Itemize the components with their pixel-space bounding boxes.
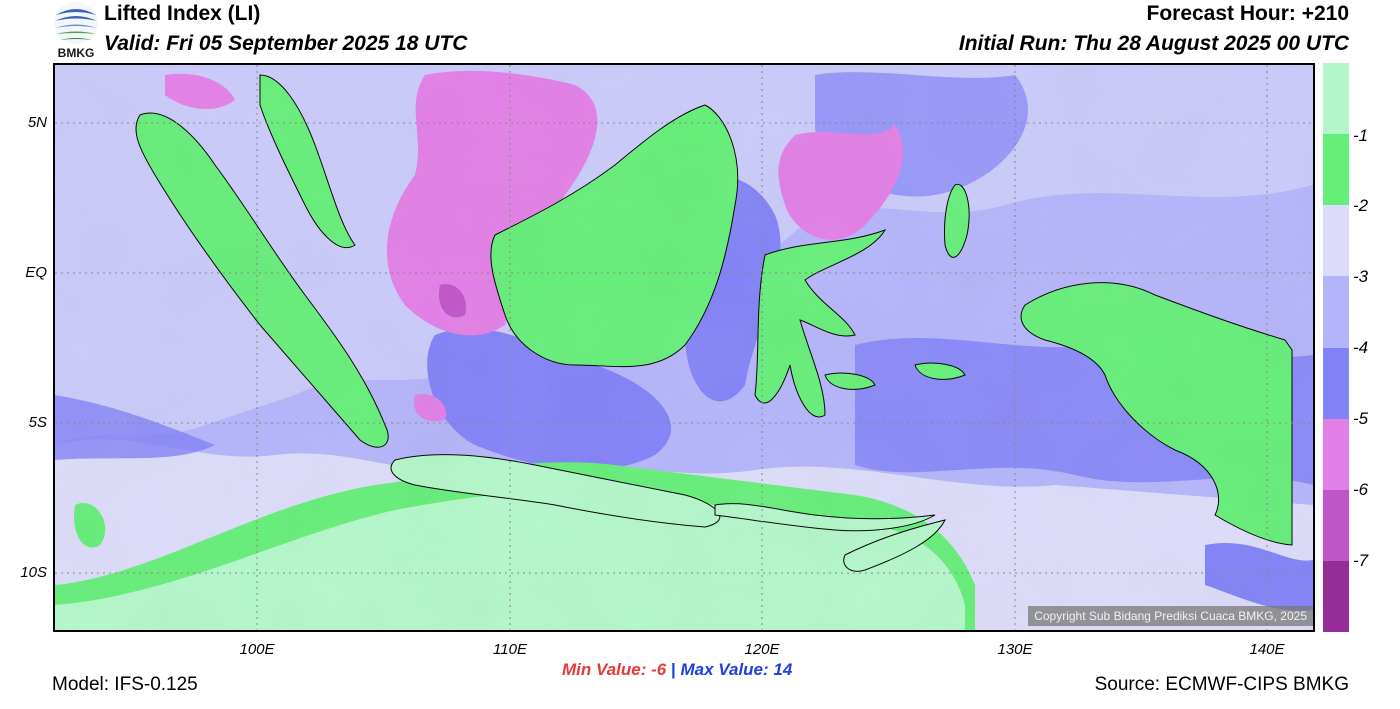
model-info: Model: IFS-0.125: [52, 674, 198, 695]
colorbar-swatch: [1323, 63, 1349, 135]
valid-time: Valid: Fri 05 September 2025 18 UTC: [104, 32, 468, 55]
lon-label: 140E: [1249, 641, 1285, 658]
field-texture: [55, 65, 1313, 630]
colorbar-swatch: [1323, 347, 1349, 419]
colorbar-swatch: [1323, 418, 1349, 490]
colorbar-label: -7: [1353, 551, 1369, 570]
colorbar-swatch: [1323, 276, 1349, 348]
colorbar-label: -4: [1353, 338, 1369, 357]
source-info: Source: ECMWF-CIPS BMKG: [1094, 674, 1349, 695]
colorbar-label: -6: [1353, 480, 1369, 499]
lat-label: 5N: [27, 114, 47, 131]
colorbar-swatch: [1323, 560, 1349, 632]
logo-lettering: BMKG: [58, 46, 95, 59]
colorbar-label: -3: [1353, 267, 1369, 286]
min-value: -6: [651, 660, 667, 679]
max-value-label: Max Value:: [680, 660, 769, 679]
lat-label: 5S: [28, 414, 47, 431]
value-separator: |: [670, 660, 676, 679]
lon-label: 130E: [997, 641, 1033, 658]
colorbar-label: -5: [1353, 409, 1369, 428]
lon-label: 120E: [744, 641, 780, 658]
li-map-canvas: [55, 65, 1313, 630]
min-max-values: Min Value: -6 | Max Value: 14: [562, 660, 792, 680]
lat-label: 10S: [20, 564, 47, 581]
li-map: [53, 63, 1315, 632]
lon-label: 100E: [239, 641, 275, 658]
colorbar-label: -1: [1353, 126, 1369, 145]
bmkg-logo: BMKG: [52, 1, 100, 60]
colorbar-label: -2: [1353, 196, 1369, 215]
lat-label: EQ: [25, 264, 47, 281]
colorbar: [1323, 63, 1349, 632]
lon-label: 110E: [493, 641, 527, 658]
initial-run: Initial Run: Thu 28 August 2025 00 UTC: [958, 32, 1349, 55]
colorbar-swatch: [1323, 134, 1349, 206]
graticule: [55, 65, 1313, 630]
forecast-hour: Forecast Hour: +210: [1146, 2, 1350, 25]
max-value: 14: [773, 660, 793, 679]
colorbar-swatch: [1323, 205, 1349, 277]
copyright-notice: Copyright Sub Bidang Prediksi Cuaca BMKG…: [1028, 606, 1313, 626]
min-value-label: Min Value:: [562, 660, 647, 679]
colorbar-swatch: [1323, 489, 1349, 561]
page-title: Lifted Index (LI): [104, 2, 261, 25]
